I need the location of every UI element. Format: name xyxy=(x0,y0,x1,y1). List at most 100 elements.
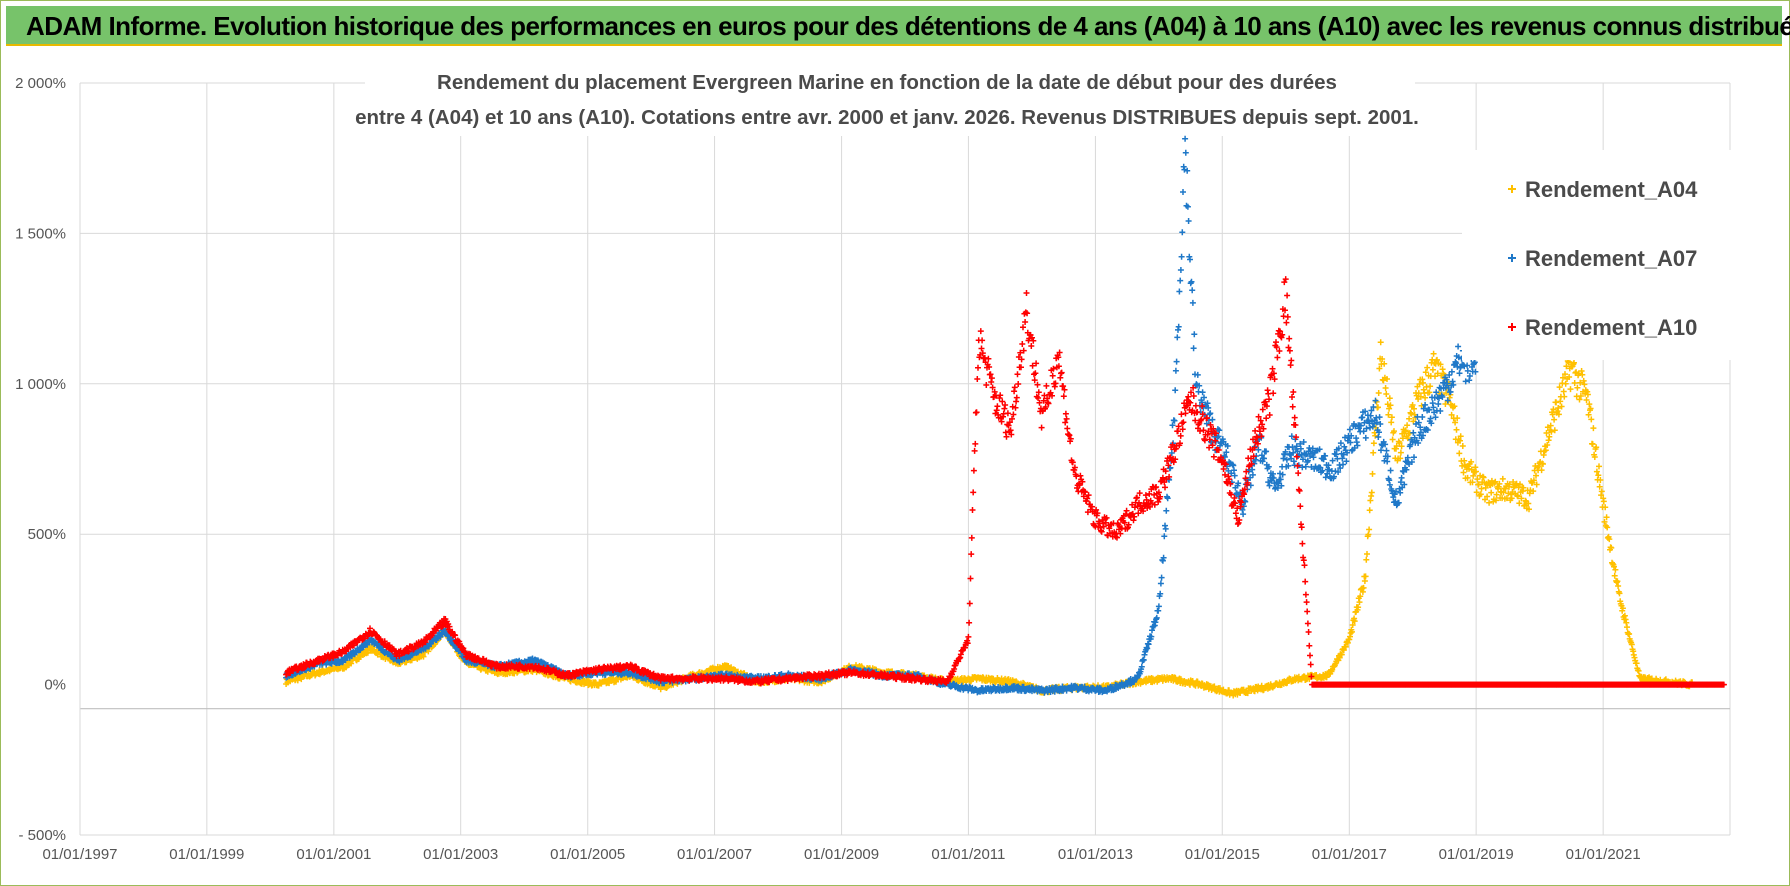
data-point xyxy=(1558,403,1565,410)
data-point xyxy=(1366,507,1373,514)
data-point xyxy=(1386,395,1393,402)
title-banner: ADAM Informe. Evolution historique des p… xyxy=(6,6,1790,46)
data-point xyxy=(1177,277,1184,284)
data-point xyxy=(1398,474,1405,481)
chart-title-background xyxy=(365,60,1415,136)
data-point xyxy=(1469,479,1476,486)
data-point xyxy=(1174,334,1181,341)
data-point xyxy=(1415,390,1422,397)
data-point xyxy=(966,600,973,607)
data-point xyxy=(1387,467,1394,474)
data-point xyxy=(1023,290,1030,296)
data-point xyxy=(1064,425,1071,432)
data-point xyxy=(1602,504,1609,511)
data-point xyxy=(1615,583,1622,589)
data-point xyxy=(1157,580,1164,587)
data-point xyxy=(1372,397,1379,404)
data-point xyxy=(1386,405,1393,412)
data-point xyxy=(1457,433,1464,440)
data-point xyxy=(1429,366,1436,373)
data-point xyxy=(1550,406,1557,413)
data-point xyxy=(1408,410,1415,417)
x-tick-label: 01/01/2017 xyxy=(1312,846,1387,863)
data-point xyxy=(1473,489,1480,496)
data-point xyxy=(1397,489,1404,496)
y-tick-label: 500% xyxy=(28,526,66,543)
data-point xyxy=(1577,379,1584,386)
data-point xyxy=(1375,390,1382,396)
data-point xyxy=(1191,331,1198,338)
data-point xyxy=(1581,381,1588,388)
data-points xyxy=(283,135,1727,699)
data-point xyxy=(1616,590,1623,597)
data-point xyxy=(1163,507,1170,514)
data-point xyxy=(1434,356,1440,363)
data-point xyxy=(1382,385,1389,391)
data-point xyxy=(1619,605,1626,612)
data-point xyxy=(966,619,973,626)
data-point xyxy=(1162,525,1169,532)
data-point xyxy=(1538,467,1545,474)
data-point xyxy=(1383,447,1390,454)
data-point xyxy=(1207,410,1214,417)
data-point xyxy=(1019,341,1026,347)
data-point xyxy=(1038,424,1045,431)
x-tick-label: 01/01/2005 xyxy=(550,846,625,863)
data-point xyxy=(1464,474,1471,481)
data-point xyxy=(1020,324,1026,331)
data-point xyxy=(1411,405,1417,412)
data-point xyxy=(994,403,1001,410)
data-point xyxy=(1364,551,1370,557)
data-point xyxy=(1474,476,1481,483)
data-point xyxy=(1351,618,1358,625)
data-point xyxy=(1388,419,1395,426)
data-point xyxy=(1560,374,1566,381)
data-point xyxy=(1360,584,1367,591)
data-point xyxy=(1379,356,1386,362)
data-point xyxy=(1612,566,1619,573)
data-point xyxy=(971,447,978,454)
data-point xyxy=(1384,401,1391,408)
data-point xyxy=(1388,414,1395,421)
data-point xyxy=(1547,422,1554,429)
axes: - 500%0%500%1 000%1 500%2 000%01/01/1997… xyxy=(15,75,1730,863)
data-point xyxy=(1530,488,1537,495)
data-point xyxy=(1484,493,1491,500)
data-point xyxy=(1190,345,1197,352)
data-point xyxy=(1383,391,1390,397)
data-point xyxy=(1510,479,1517,485)
data-point xyxy=(1453,426,1460,433)
data-point xyxy=(1426,389,1433,396)
data-point xyxy=(1185,218,1192,224)
data-point xyxy=(1398,443,1405,450)
data-point xyxy=(1004,410,1011,417)
data-point xyxy=(1477,491,1484,498)
data-point xyxy=(1385,411,1392,418)
data-point xyxy=(1555,411,1562,418)
data-point xyxy=(1381,360,1388,367)
series-Rendement_A04 xyxy=(283,339,1696,699)
data-point xyxy=(1356,599,1363,606)
data-point xyxy=(1598,488,1605,495)
data-point xyxy=(1175,323,1182,330)
data-point xyxy=(1530,477,1537,484)
data-point xyxy=(968,534,975,541)
data-point xyxy=(1533,481,1540,488)
data-point xyxy=(1435,401,1442,407)
data-point xyxy=(1389,436,1396,443)
data-point xyxy=(1011,384,1018,391)
data-point xyxy=(1587,405,1594,412)
data-point xyxy=(1409,402,1416,408)
data-point xyxy=(1606,536,1613,543)
data-point xyxy=(1372,432,1379,439)
data-point xyxy=(968,551,975,558)
data-point xyxy=(1611,572,1618,579)
x-tick-label: 01/01/1999 xyxy=(169,846,244,863)
data-point xyxy=(1456,370,1463,377)
y-tick-label: 1 500% xyxy=(15,225,66,242)
data-point xyxy=(973,409,980,416)
data-point xyxy=(1343,458,1350,465)
data-point xyxy=(1158,574,1165,581)
data-point xyxy=(1571,359,1577,366)
data-point xyxy=(1560,388,1567,395)
